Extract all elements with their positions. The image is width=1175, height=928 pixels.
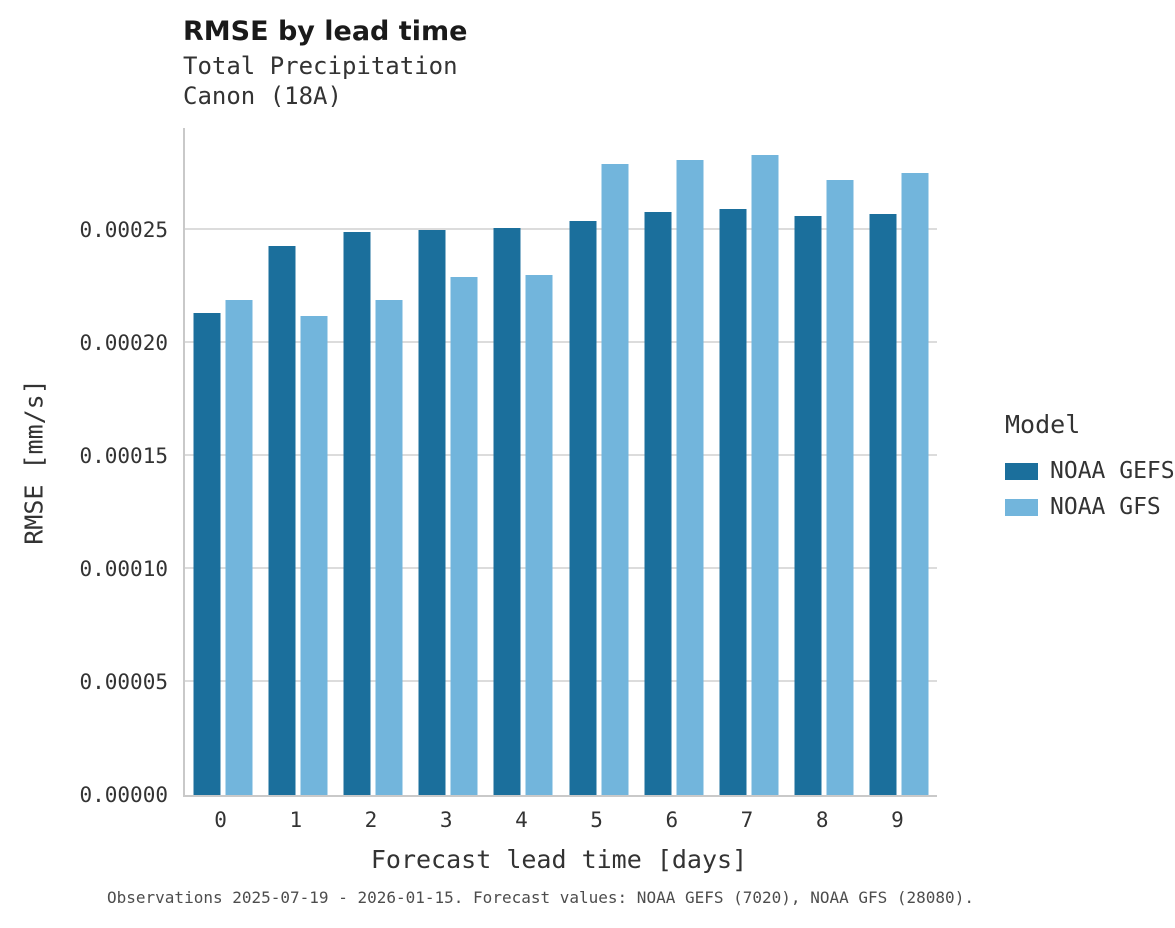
bar-noaa-gfs-lead-3	[450, 277, 478, 795]
gridline-y-0.00020	[185, 340, 937, 343]
bar-group-lead-7	[719, 128, 779, 795]
gridline-y-0.00025	[185, 227, 937, 230]
bar-noaa-gfs-lead-4	[525, 274, 553, 795]
bar-group-lead-8	[794, 128, 854, 795]
legend-label-noaa-gefs: NOAA GEFS	[1050, 458, 1175, 484]
x-tick-label-8: 8	[815, 808, 829, 832]
bar-noaa-gefs-lead-2	[343, 232, 371, 795]
x-tick-label-0: 0	[214, 808, 227, 832]
legend-title: Model	[1005, 410, 1081, 439]
legend: Model NOAA GEFS NOAA GFS	[1005, 410, 1175, 525]
bar-noaa-gfs-lead-6	[676, 159, 704, 795]
y-axis-label: RMSE [mm/s]	[19, 379, 49, 545]
x-tick-label-9: 9	[891, 808, 904, 832]
gridline-y-0.00010	[185, 566, 937, 569]
bar-group-lead-1	[268, 128, 328, 795]
bar-noaa-gefs-lead-1	[268, 245, 296, 795]
bar-group-lead-9	[869, 128, 929, 795]
bar-group-lead-6	[644, 128, 704, 795]
bar-noaa-gefs-lead-9	[869, 213, 897, 795]
bar-noaa-gefs-lead-3	[418, 229, 446, 795]
y-tick-label-0.00010: 0.00010	[79, 556, 168, 581]
legend-entry-noaa-gfs: NOAA GFS	[1005, 489, 1175, 525]
bar-noaa-gfs-lead-0	[225, 299, 253, 795]
legend-entry-noaa-gefs: NOAA GEFS	[1005, 453, 1175, 489]
bar-noaa-gfs-lead-9	[901, 173, 929, 795]
bar-noaa-gefs-lead-6	[644, 211, 672, 795]
gridline-y-0.00015	[185, 453, 937, 456]
bar-noaa-gfs-lead-5	[601, 164, 629, 795]
legend-label-noaa-gfs: NOAA GFS	[1050, 494, 1161, 520]
x-tick-label-7: 7	[740, 808, 754, 832]
x-tick-label-4: 4	[515, 808, 528, 832]
chart-subtitle-line2: Canon (18A)	[183, 82, 342, 110]
plot-area	[183, 128, 937, 797]
x-tick-label-3: 3	[439, 808, 453, 832]
bar-noaa-gfs-lead-7	[751, 155, 779, 795]
y-tick-label-0.00000: 0.00000	[79, 783, 168, 807]
chart-title: RMSE by lead time	[183, 16, 468, 47]
bar-noaa-gefs-lead-5	[569, 220, 597, 795]
y-tick-label-0.00025: 0.00025	[79, 217, 168, 242]
caption: Observations 2025-07-19 - 2026-01-15. Fo…	[107, 888, 974, 907]
x-tick-label-5: 5	[590, 808, 603, 832]
bar-group-lead-3	[418, 128, 478, 795]
bar-noaa-gfs-lead-1	[300, 315, 328, 795]
bar-noaa-gefs-lead-4	[493, 227, 521, 795]
bar-noaa-gfs-lead-8	[826, 180, 854, 795]
legend-swatch-noaa-gfs	[1005, 498, 1038, 516]
gridline-y-0.00005	[185, 679, 937, 682]
y-tick-label-0.00005: 0.00005	[79, 669, 168, 694]
bar-noaa-gefs-lead-8	[794, 216, 822, 795]
x-tick-label-2: 2	[364, 808, 378, 832]
x-tick-label-1: 1	[289, 808, 303, 832]
bar-noaa-gefs-lead-7	[719, 209, 747, 795]
bar-noaa-gefs-lead-0	[193, 313, 221, 795]
bar-noaa-gfs-lead-2	[375, 299, 403, 795]
chart-subtitle-line1: Total Precipitation	[183, 52, 458, 80]
legend-entries: NOAA GEFS NOAA GFS	[1005, 453, 1175, 525]
legend-swatch-noaa-gefs	[1005, 462, 1038, 480]
bar-group-lead-0	[193, 128, 253, 795]
bar-group-lead-5	[569, 128, 629, 795]
x-axis-label: Forecast lead time [days]	[370, 845, 748, 874]
y-tick-label-0.00020: 0.00020	[79, 330, 168, 355]
x-tick-label-6: 6	[665, 808, 679, 832]
bar-group-lead-2	[343, 128, 403, 795]
bar-group-lead-4	[493, 128, 553, 795]
y-tick-label-0.00015: 0.00015	[79, 443, 168, 468]
